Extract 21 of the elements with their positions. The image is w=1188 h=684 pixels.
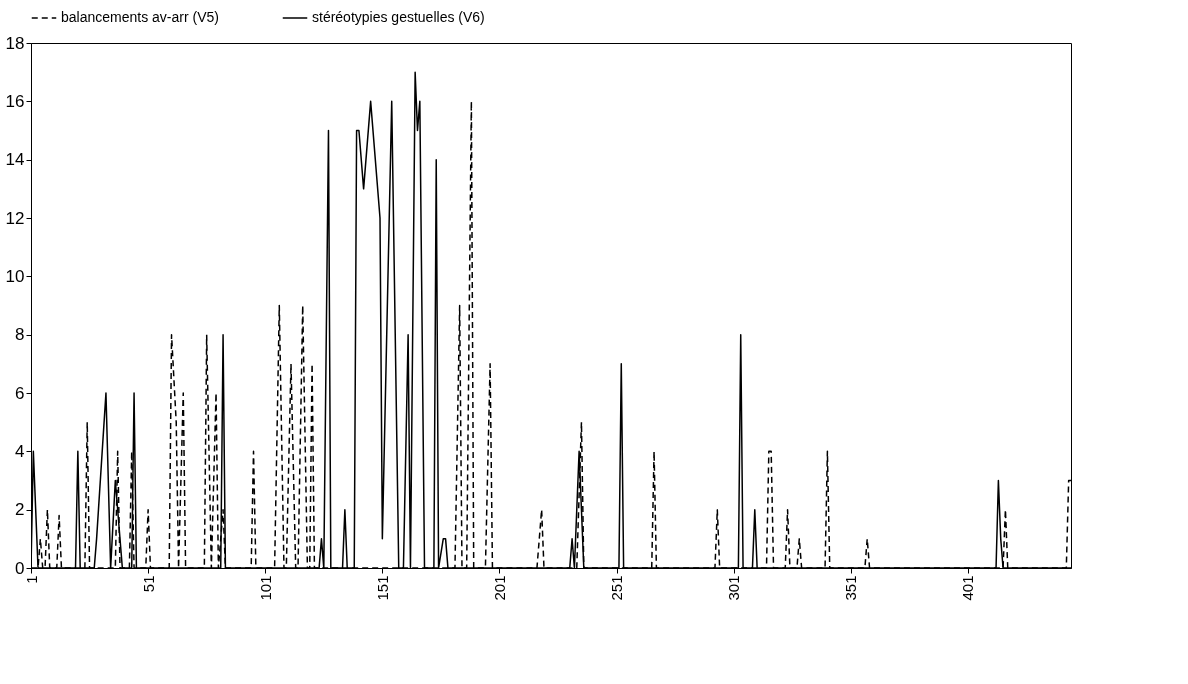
x-tick-label: 51 bbox=[139, 575, 157, 593]
y-tick-label: 14 bbox=[5, 150, 25, 170]
legend-label: stéréotypies gestuelles (V6) bbox=[312, 9, 485, 25]
y-tick-label: 8 bbox=[15, 325, 25, 345]
x-tick-label: 101 bbox=[256, 575, 274, 601]
y-tick-label: 0 bbox=[15, 558, 25, 578]
x-tick-label: 201 bbox=[490, 575, 508, 601]
y-tick-label: 12 bbox=[5, 208, 25, 228]
y-tick-label: 10 bbox=[5, 266, 25, 286]
x-tick-label: 151 bbox=[373, 575, 391, 601]
y-tick-label: 18 bbox=[5, 33, 25, 53]
y-tick-label: 2 bbox=[15, 500, 25, 520]
x-tick-label: 1 bbox=[22, 575, 40, 584]
y-tick-label: 4 bbox=[15, 441, 25, 461]
x-tick-label: 251 bbox=[608, 575, 626, 601]
legend-label: balancements av-arr (V5) bbox=[61, 9, 219, 25]
x-tick-label: 351 bbox=[842, 575, 860, 601]
x-tick-label: 401 bbox=[959, 575, 977, 601]
y-tick-label: 16 bbox=[5, 91, 25, 111]
y-tick-label: 6 bbox=[15, 383, 25, 403]
x-tick-label: 301 bbox=[725, 575, 743, 601]
